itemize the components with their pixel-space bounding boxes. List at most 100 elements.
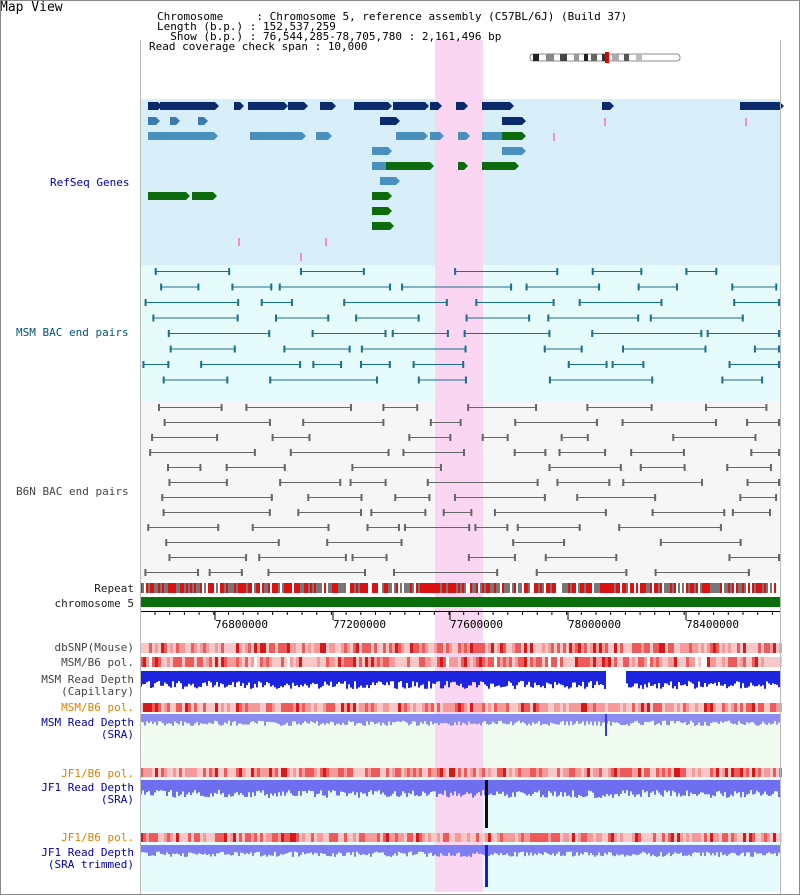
- msm-depth-sra-bar: [498, 714, 500, 721]
- msm-depth-sra-bar: [298, 714, 300, 724]
- jf1-trim-depth-bar: [348, 845, 350, 853]
- polymorphism-band: [758, 643, 761, 653]
- repeat-mark: [456, 583, 458, 593]
- polymorphism-band: [248, 703, 251, 712]
- polymorphism-band: [281, 768, 284, 777]
- polymorphism-band: [272, 833, 275, 842]
- repeat-mark: [564, 583, 566, 593]
- repeat-mark: [770, 583, 772, 593]
- jf1-depth-bar: [280, 780, 282, 796]
- polymorphism-band: [578, 703, 581, 712]
- msm-depth-capillary-bar: [266, 671, 268, 682]
- polymorphism-band: [413, 703, 416, 712]
- polymorphism-band: [656, 643, 659, 653]
- polymorphism-band: [539, 703, 542, 712]
- polymorphism-band: [299, 657, 302, 667]
- msm-depth-capillary-bar: [370, 671, 372, 686]
- polymorphism-band: [332, 657, 335, 667]
- polymorphism-band: [533, 833, 536, 842]
- repeat-mark: [182, 583, 184, 593]
- jf1-depth-bar: [602, 780, 604, 796]
- jf1-depth-bar: [512, 780, 514, 793]
- repeat-mark: [710, 583, 712, 593]
- repeat-mark: [344, 583, 346, 593]
- repeat-mark: [270, 583, 272, 593]
- b6n-bac-pair-end: [163, 419, 166, 426]
- jf1-depth-bar: [246, 780, 248, 797]
- polymorphism-band: [164, 643, 167, 653]
- polymorphism-band: [182, 657, 185, 667]
- repeat-mark: [660, 583, 662, 593]
- b6n-bac-pair-end: [326, 539, 329, 546]
- jf1-trim-depth-bar: [528, 845, 530, 856]
- jf1-trim-depth-bar: [424, 845, 426, 854]
- polymorphism-band: [242, 643, 245, 653]
- refseq-gene: [148, 102, 158, 110]
- polymorphism-band: [584, 657, 587, 667]
- polymorphism-band: [422, 833, 425, 842]
- polymorphism-band: [566, 768, 569, 777]
- polymorphism-band: [566, 643, 569, 653]
- msm-depth-capillary-bar: [764, 671, 766, 689]
- jf1-trim-depth-bar: [750, 845, 752, 857]
- polymorphism-band: [212, 833, 215, 842]
- polymorphism-band: [392, 833, 395, 842]
- jf1-depth-spike: [485, 780, 488, 828]
- msm-depth-capillary-bar: [394, 671, 396, 689]
- jf1-trim-depth-bar: [394, 845, 396, 854]
- b6n-bac-pair-end: [349, 404, 352, 411]
- jf1-depth-bar: [610, 780, 612, 795]
- b6n-bac-pair-end: [769, 464, 772, 471]
- b6n-bac-pair-end: [654, 494, 657, 501]
- polymorphism-band: [437, 657, 440, 667]
- jf1-depth-bar: [232, 780, 234, 797]
- refseq-small-feature: [604, 118, 606, 126]
- msm-depth-sra-bar: [252, 714, 254, 722]
- msm-depth-capillary-bar: [670, 671, 672, 682]
- repeat-mark: [510, 583, 512, 593]
- jf1-depth-bar: [470, 780, 472, 794]
- msm-bac-pair-end: [290, 299, 293, 306]
- jf1-trim-depth-bar: [436, 845, 438, 857]
- jf1-trim-depth-bar: [620, 845, 622, 855]
- msm-depth-sra-bar: [570, 714, 572, 722]
- msm-depth-capillary-bar: [752, 671, 754, 686]
- jf1-depth-bar: [548, 780, 550, 791]
- jf1-depth-bar: [454, 780, 456, 792]
- msm-depth-capillary-bar: [300, 671, 302, 685]
- polymorphism-band: [770, 703, 773, 712]
- jf1-trim-depth-bar: [404, 845, 406, 854]
- polymorphism-band: [620, 833, 623, 842]
- b6n-bac-pair-end: [719, 524, 722, 531]
- polymorphism-band: [371, 657, 374, 667]
- polymorphism-band: [611, 643, 614, 653]
- repeat-mark: [208, 583, 210, 593]
- jf1-trim-depth-bar: [262, 845, 264, 856]
- polymorphism-band: [410, 657, 413, 667]
- polymorphism-band: [194, 657, 197, 667]
- msm-bac-pair-end: [548, 330, 551, 337]
- msm-depth-sra-bar: [234, 714, 236, 722]
- msm-depth-sra-bar: [768, 714, 770, 723]
- polymorphism-band: [767, 643, 770, 653]
- polymorphism-band: [503, 643, 506, 653]
- msm-depth-sra-bar: [750, 714, 752, 723]
- polymorphism-band: [389, 703, 392, 712]
- b6n-bac-pair-end: [253, 449, 256, 456]
- polymorphism-band: [308, 657, 311, 667]
- jf1-depth-bar: [502, 780, 504, 792]
- msm-depth-capillary-bar: [760, 671, 762, 687]
- polymorphism-band: [377, 643, 380, 653]
- msm-depth-capillary-bar: [524, 671, 526, 687]
- msm-depth-capillary-bar: [242, 671, 244, 684]
- repeat-mark: [240, 583, 242, 593]
- polymorphism-band: [365, 703, 368, 712]
- polymorphism-band: [281, 833, 284, 842]
- polymorphism-band: [197, 657, 200, 667]
- polymorphism-band: [188, 643, 191, 653]
- repeat-mark: [400, 583, 402, 593]
- polymorphism-band: [191, 833, 194, 842]
- polymorphism-band: [560, 768, 563, 777]
- polymorphism-band: [773, 768, 776, 777]
